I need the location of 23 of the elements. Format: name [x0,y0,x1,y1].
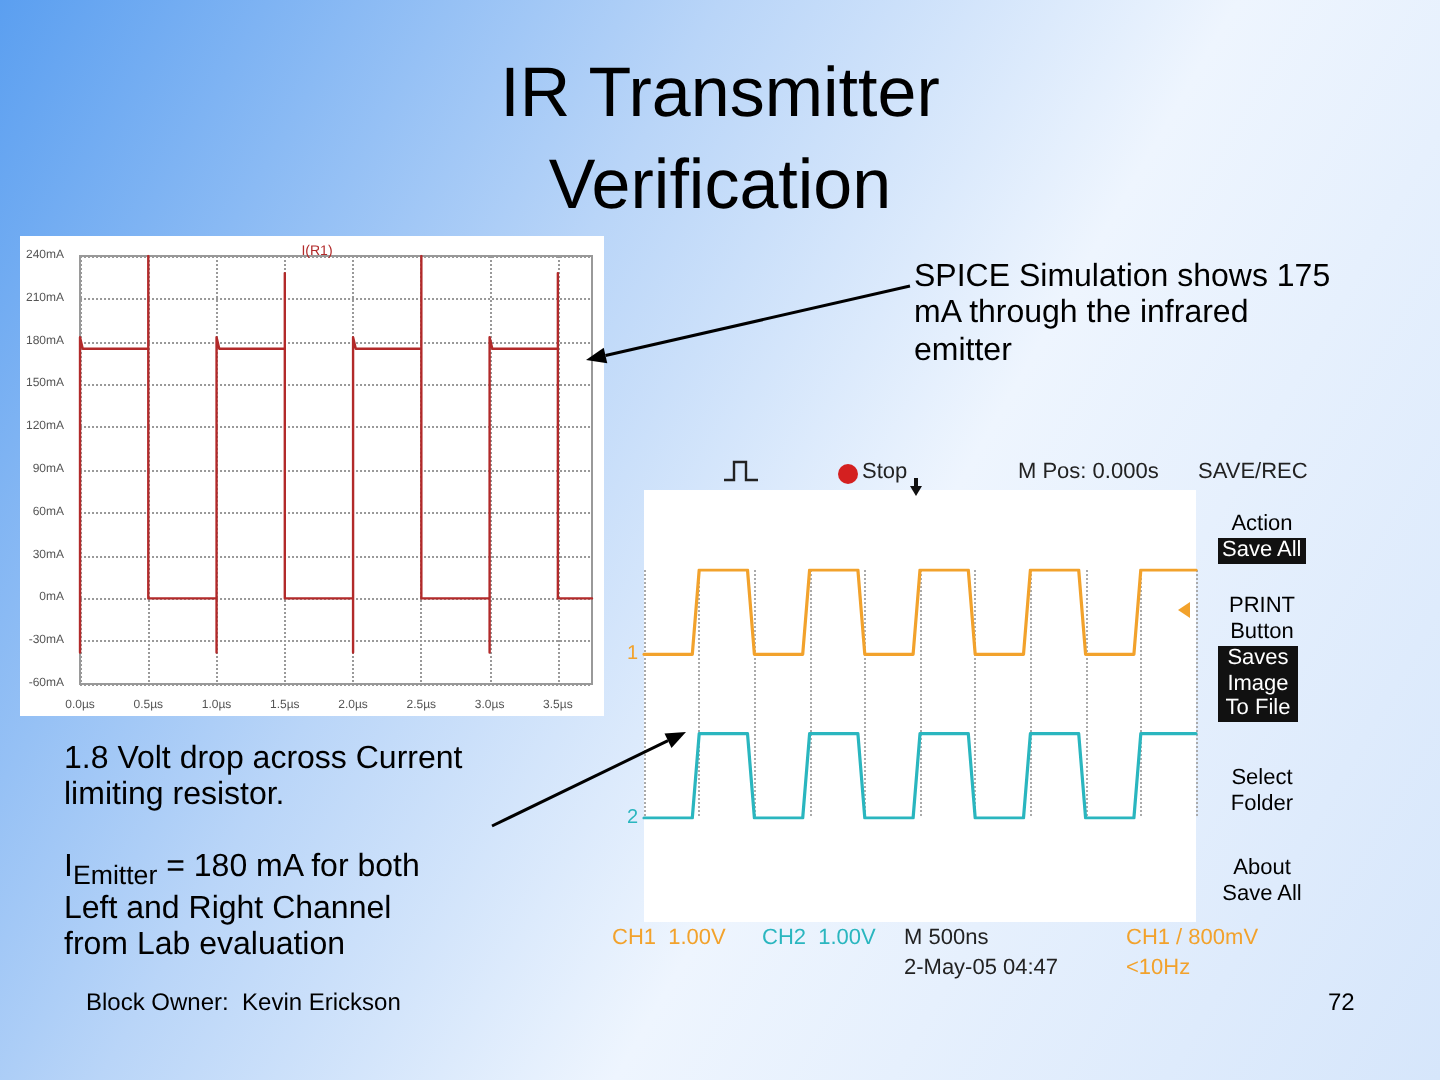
text: Block Owner: Kevin Erickson [86,988,401,1018]
text: M 500ns [904,926,989,952]
text: M Pos: 0.000s [1018,460,1159,486]
text: Save All [1218,538,1306,564]
text: Action [1229,512,1295,538]
text: CH1 1.00V [612,926,726,952]
text: SAVE/REC [1198,460,1308,486]
text: 2-May-05 04:47 [904,956,1059,982]
text: PRINT Button [1227,594,1297,645]
text: About Save All [1220,856,1304,907]
text: SPICE Simulation shows 175 mA through the infrared emitter [914,260,1333,371]
series-label: 2 [626,807,639,829]
text: <10Hz [1126,956,1191,982]
text: Select Folder [1228,766,1296,817]
text: CH1 / 800mV [1126,926,1259,952]
text: 1.8 Volt drop across Current limiting resistor. [64,742,465,816]
text: CH2 1.00V [762,926,876,952]
series-label: 1 [626,643,639,666]
text: Stop [862,460,908,486]
text: 72 [1328,988,1355,1018]
text: Saves Image To File [1218,646,1298,722]
text: I$_{Emitter}$ = 180 mA for both Left and Right Channel from Lab evaluation [64,850,422,965]
chart-title: IR Transmitter Verification [498,52,942,227]
